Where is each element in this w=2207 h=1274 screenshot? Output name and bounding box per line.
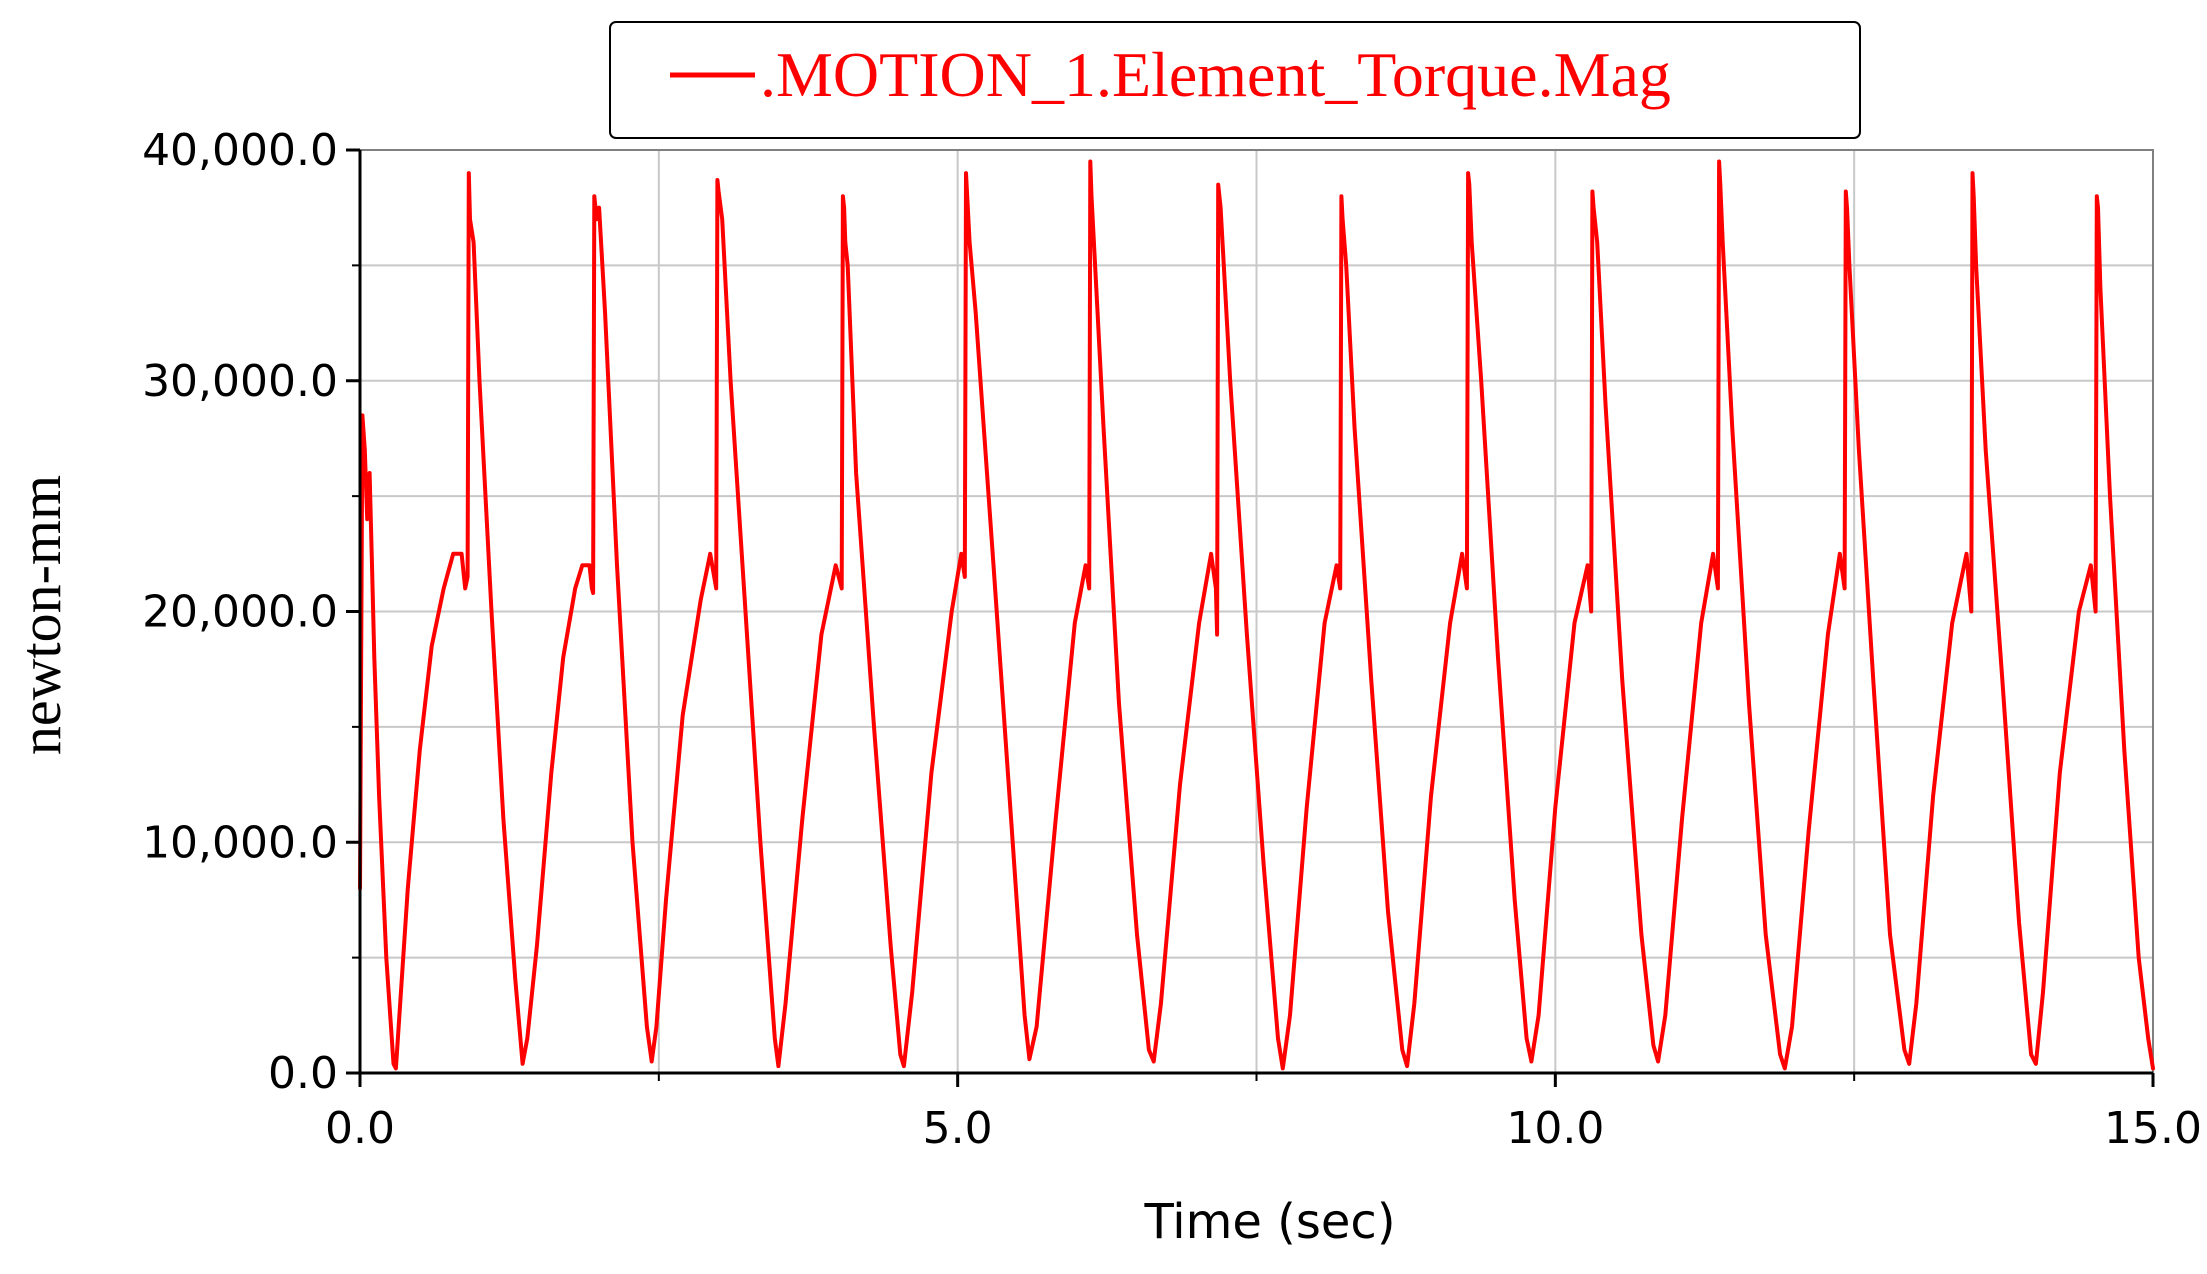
series-layer bbox=[358, 159, 2155, 1071]
y-tick-label: 20,000.0 bbox=[142, 587, 338, 638]
y-tick-label: 40,000.0 bbox=[142, 125, 338, 176]
axis-layer: 0.0 10,000.0 20,000.0 30,000.0 40,000.0 0.0 5.… bbox=[142, 125, 2202, 1154]
y-tick-label: 10,000.0 bbox=[142, 817, 338, 868]
x-tick-label: 15.0 bbox=[2104, 1103, 2202, 1154]
legend: .MOTION_1.Element_Torque.Mag bbox=[609, 21, 1861, 139]
x-tick-label: 10.0 bbox=[1506, 1103, 1604, 1154]
x-axis-label: Time (sec) bbox=[1143, 1194, 1395, 1250]
grid-layer bbox=[360, 150, 2153, 1073]
y-tick-label: 30,000.0 bbox=[142, 356, 338, 407]
legend-entry-label: .MOTION_1.Element_Torque.Mag bbox=[760, 39, 1671, 110]
x-tick-label: 5.0 bbox=[923, 1103, 993, 1154]
x-tick-label: 0.0 bbox=[325, 1103, 395, 1154]
series-line-0 bbox=[358, 159, 2155, 1071]
y-tick-label: 0.0 bbox=[268, 1048, 338, 1099]
y-axis-label: newton-mm bbox=[8, 475, 73, 755]
legend-box bbox=[609, 21, 1861, 139]
